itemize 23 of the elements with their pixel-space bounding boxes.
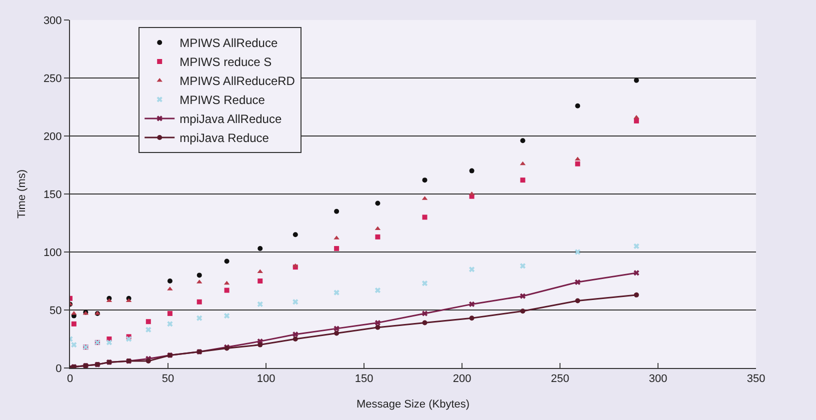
legend-label: MPIWS AllReduce: [180, 36, 278, 50]
x-tick-label: 100: [256, 373, 276, 386]
y-tick-label: 100: [43, 246, 62, 259]
x-tick-label: 250: [550, 373, 570, 386]
x-tick-label: 200: [452, 373, 472, 386]
legend-label: MPIWS Reduce: [180, 93, 266, 108]
x-tick-label: 50: [162, 373, 174, 386]
legend-label: mpiJava Reduce: [180, 131, 270, 146]
x-tick-label: 0: [66, 373, 74, 386]
x-axis-title: Message Size (Kbytes): [356, 398, 470, 410]
x-tick-label: 350: [746, 373, 766, 386]
y-tick-label: 50: [50, 304, 62, 317]
y-tick-label: 300: [43, 14, 62, 27]
y-axis-title: Time (ms): [16, 169, 28, 219]
x-tick-label: 300: [648, 373, 668, 386]
y-tick-label: 0: [56, 362, 62, 375]
y-tick-label: 150: [43, 188, 62, 201]
legend-label: mpiJava AllReduce: [180, 112, 282, 126]
x-tick-label: 150: [354, 373, 374, 386]
legend-label: MPIWS AllReduceRD: [180, 74, 296, 88]
legend-label: MPIWS reduce S: [180, 55, 272, 70]
y-tick-label: 200: [43, 130, 62, 143]
y-tick-label: 250: [43, 72, 62, 85]
